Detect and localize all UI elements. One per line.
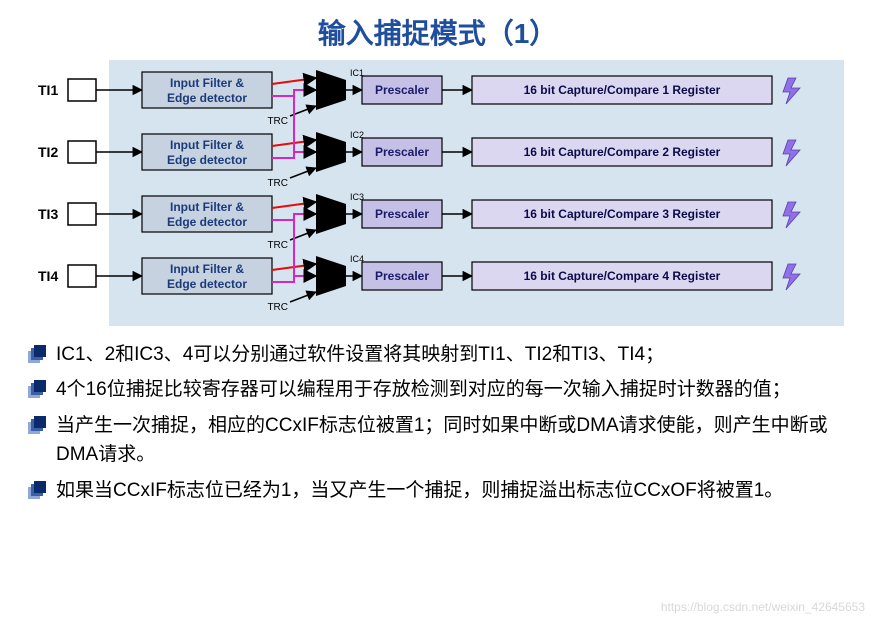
bullet-text: IC1、2和IC3、4可以分别通过软件设置将其映射到TI1、TI2和TI3、TI… (56, 340, 664, 369)
svg-text:TRC: TRC (267, 178, 288, 189)
bullet-icon (28, 345, 46, 363)
diagram-container: TI1Input Filter &Edge detectorIC1TRCPres… (32, 60, 844, 326)
svg-text:Input Filter &: Input Filter & (170, 262, 244, 276)
svg-text:Prescaler: Prescaler (374, 145, 428, 159)
svg-text:Input Filter &: Input Filter & (170, 200, 244, 214)
svg-text:Prescaler: Prescaler (374, 207, 428, 221)
bullet-icon (28, 416, 46, 434)
block-diagram: TI1Input Filter &Edge detectorIC1TRCPres… (32, 60, 844, 326)
svg-text:16 bit Capture/Compare 3 Regis: 16 bit Capture/Compare 3 Register (523, 207, 720, 221)
svg-text:16 bit Capture/Compare 4 Regis: 16 bit Capture/Compare 4 Register (523, 269, 720, 283)
svg-text:TI2: TI2 (38, 144, 58, 160)
svg-text:TI1: TI1 (38, 82, 58, 98)
bullet-item: 如果当CCxIF标志位已经为1，当又产生一个捕捉，则捕捉溢出标志位CCxOF将被… (28, 476, 847, 505)
svg-text:TRC: TRC (267, 302, 288, 313)
watermark: https://blog.csdn.net/weixin_42645653 (661, 600, 865, 614)
svg-text:16 bit Capture/Compare 2 Regis: 16 bit Capture/Compare 2 Register (523, 145, 720, 159)
svg-text:Edge detector: Edge detector (166, 91, 246, 105)
svg-text:Prescaler: Prescaler (374, 269, 428, 283)
page-title: 输入捕捉模式（1） (0, 0, 875, 52)
bullet-item: IC1、2和IC3、4可以分别通过软件设置将其映射到TI1、TI2和TI3、TI… (28, 340, 847, 369)
bullet-list: IC1、2和IC3、4可以分别通过软件设置将其映射到TI1、TI2和TI3、TI… (28, 340, 847, 505)
svg-text:Edge detector: Edge detector (166, 277, 246, 291)
bullet-text: 当产生一次捕捉，相应的CCxIF标志位被置1；同时如果中断或DMA请求使能，则产… (56, 411, 847, 470)
svg-text:16 bit Capture/Compare 1 Regis: 16 bit Capture/Compare 1 Register (523, 83, 720, 97)
bullet-item: 当产生一次捕捉，相应的CCxIF标志位被置1；同时如果中断或DMA请求使能，则产… (28, 411, 847, 470)
svg-text:TRC: TRC (267, 240, 288, 251)
bullet-text: 4个16位捕捉比较寄存器可以编程用于存放检测到对应的每一次输入捕捉时计数器的值； (56, 375, 791, 404)
svg-text:Input Filter &: Input Filter & (170, 76, 244, 90)
svg-text:Prescaler: Prescaler (374, 83, 428, 97)
bullet-icon (28, 481, 46, 499)
svg-text:Input Filter &: Input Filter & (170, 138, 244, 152)
bullet-icon (28, 380, 46, 398)
bullet-item: 4个16位捕捉比较寄存器可以编程用于存放检测到对应的每一次输入捕捉时计数器的值； (28, 375, 847, 404)
svg-text:Edge detector: Edge detector (166, 153, 246, 167)
svg-text:TI3: TI3 (38, 206, 58, 222)
svg-text:TRC: TRC (267, 116, 288, 127)
svg-text:Edge detector: Edge detector (166, 215, 246, 229)
bullet-text: 如果当CCxIF标志位已经为1，当又产生一个捕捉，则捕捉溢出标志位CCxOF将被… (56, 476, 783, 505)
svg-text:TI4: TI4 (38, 268, 58, 284)
